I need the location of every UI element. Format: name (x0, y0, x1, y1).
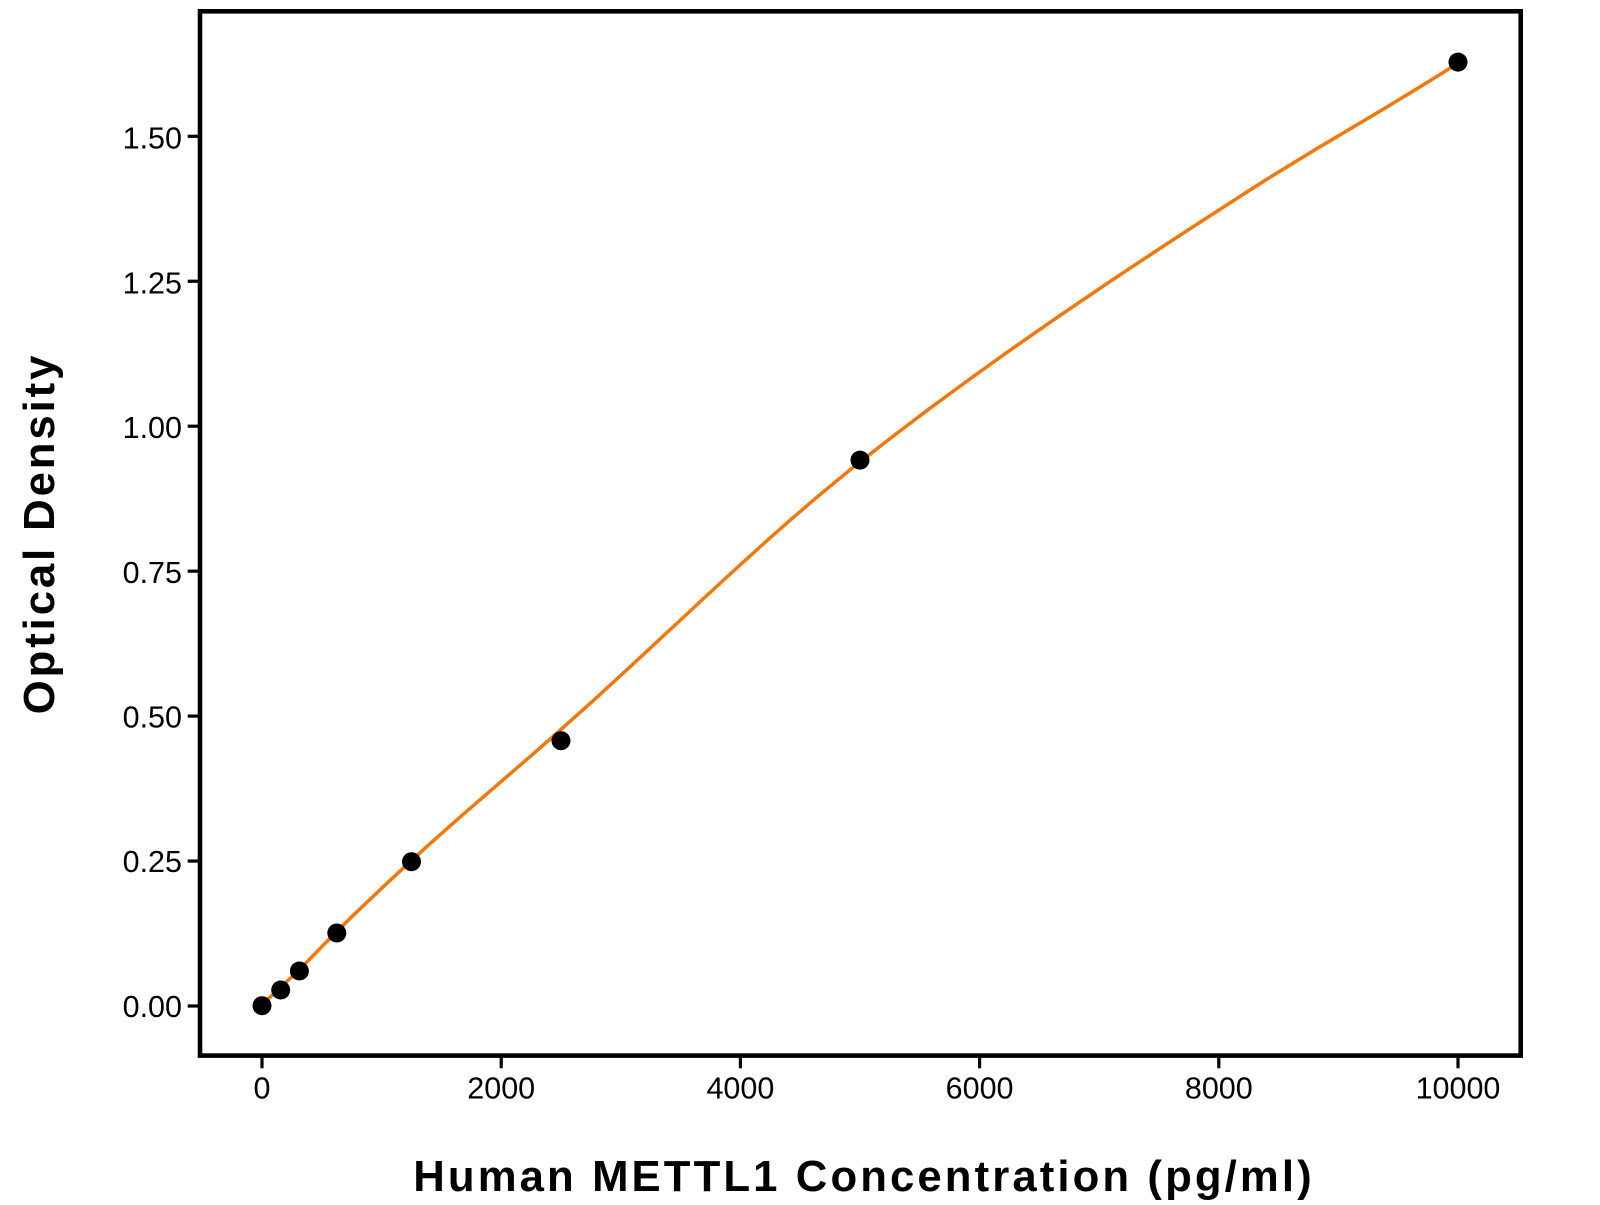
svg-text:0.25: 0.25 (123, 845, 182, 879)
svg-text:4000: 4000 (706, 1071, 774, 1105)
svg-text:1.50: 1.50 (123, 122, 182, 156)
svg-text:0.50: 0.50 (123, 701, 182, 735)
svg-text:1.00: 1.00 (123, 411, 182, 445)
svg-text:1.25: 1.25 (123, 266, 182, 300)
svg-text:0: 0 (254, 1071, 271, 1105)
svg-text:6000: 6000 (946, 1071, 1014, 1105)
svg-text:0.75: 0.75 (123, 556, 182, 590)
svg-text:Human METTL1 Concentration (pg: Human METTL1 Concentration (pg/ml) (413, 1152, 1314, 1200)
svg-text:2000: 2000 (467, 1071, 535, 1105)
svg-text:Optical Density: Optical Density (15, 353, 64, 715)
svg-text:10000: 10000 (1416, 1071, 1501, 1105)
svg-text:0.00: 0.00 (123, 990, 182, 1024)
svg-text:8000: 8000 (1185, 1071, 1253, 1105)
